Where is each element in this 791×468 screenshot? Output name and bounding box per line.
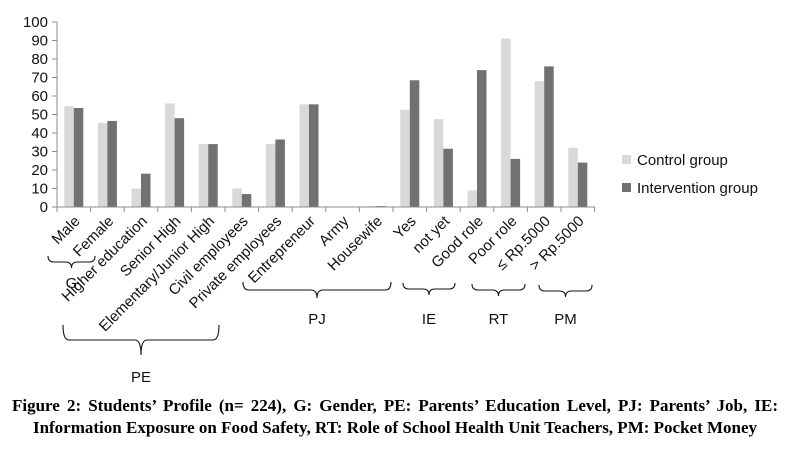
bars: [64, 38, 588, 208]
intervention-bar: [309, 104, 319, 207]
y-tick-label: 10: [31, 181, 48, 198]
group-bracket: [402, 282, 456, 296]
intervention-bar: [174, 118, 185, 207]
group-bracket: [471, 283, 526, 297]
group-label: PJ: [308, 311, 326, 328]
y-tick-label: 0: [40, 199, 48, 216]
y-tick-label: 100: [23, 14, 48, 31]
control-bar: [232, 188, 242, 207]
intervention-bar: [510, 158, 521, 207]
legend: Control group Intervention group: [622, 152, 758, 197]
y-tick-label: 20: [31, 162, 48, 179]
intervention-bar: [241, 194, 252, 207]
y-tick-label: 50: [31, 107, 48, 124]
intervention-bar: [409, 80, 420, 207]
control-bar: [299, 104, 309, 207]
control-bar: [433, 119, 444, 207]
group-label: RT: [489, 311, 509, 328]
figure-caption: Figure 2: Students’ Profile (n= 224), G:…: [12, 396, 778, 437]
control-bar: [198, 144, 209, 207]
group-label: IE: [422, 311, 436, 328]
control-bar: [467, 190, 477, 207]
control-bar: [97, 122, 108, 207]
control-bar: [501, 38, 511, 208]
group-brackets: G PE PJ IE RT PM: [47, 255, 593, 386]
control-bar: [131, 188, 141, 207]
group-label: PM: [554, 311, 577, 328]
control-bar: [265, 144, 276, 207]
group-label: G: [66, 275, 78, 292]
control-bar: [64, 106, 74, 207]
legend-label: Control group: [637, 152, 728, 169]
control-bar: [534, 81, 545, 207]
legend-label: Intervention group: [637, 180, 758, 197]
intervention-bar: [544, 66, 554, 208]
control-bar: [165, 103, 175, 207]
group-bracket: [47, 255, 96, 269]
group-bracket: [242, 281, 392, 299]
intervention-bar: [577, 162, 588, 207]
y-tick-label: 70: [31, 70, 48, 87]
intervention-bar: [208, 144, 218, 207]
legend-swatch: [622, 155, 631, 164]
y-tick-label: 90: [31, 33, 48, 50]
y-tick-label: 60: [31, 88, 48, 105]
group-bracket: [62, 324, 220, 356]
intervention-bar: [73, 108, 84, 207]
y-tick-label: 30: [31, 144, 48, 161]
intervention-bar: [107, 120, 117, 207]
intervention-bar: [275, 139, 285, 207]
intervention-bar: [443, 148, 453, 207]
control-bar: [400, 109, 410, 207]
y-tick-label: 80: [31, 51, 48, 68]
group-bracket: [538, 284, 593, 298]
group-label: PE: [131, 369, 151, 386]
legend-swatch: [622, 183, 631, 192]
y-tick-label: 40: [31, 125, 48, 142]
control-bar: [568, 147, 578, 207]
intervention-bar: [477, 70, 487, 207]
intervention-bar: [141, 173, 151, 207]
